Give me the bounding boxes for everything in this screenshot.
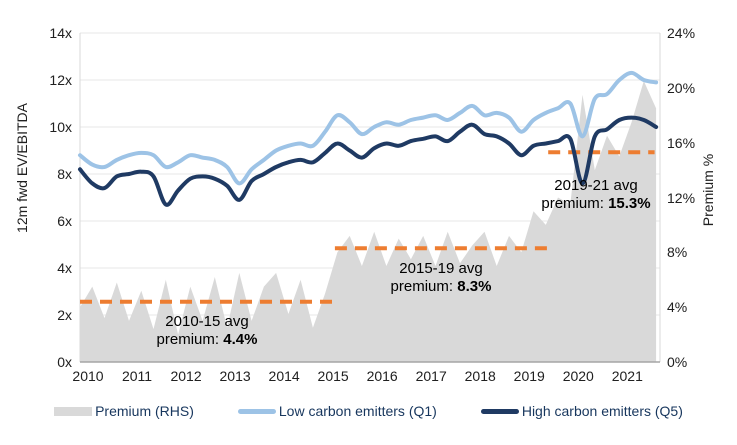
y-right-tick-label: 0% [667, 354, 688, 370]
y-left-tick-label: 4x [57, 260, 72, 276]
annotation-value-line: premium: 4.4% [156, 331, 258, 348]
chart-legend: Premium (RHS) Low carbon emitters (Q1) H… [0, 403, 737, 419]
legend-label: Premium (RHS) [95, 403, 194, 419]
legend-item-high-carbon: High carbon emitters (Q5) [480, 403, 683, 419]
x-axis-tick-label: 2010 [72, 368, 104, 384]
y-right-axis-title: Premium % [700, 153, 716, 227]
y-right-tick-label: 8% [667, 244, 688, 261]
low-carbon-line [78, 70, 659, 186]
annotation-value-line: premium: 8.3% [390, 278, 492, 295]
x-axis-tick-label: 2015 [317, 368, 349, 384]
annotation-2010-15-avg: 2010-15 avg premium: 4.4% [118, 313, 296, 349]
x-axis-tick-label: 2019 [513, 368, 545, 384]
legend-item-low-carbon: Low carbon emitters (Q1) [237, 403, 437, 419]
x-axis-tick-label: 2014 [268, 368, 300, 384]
annotation-range: 2015-19 avg [399, 260, 483, 277]
y-left-tick-label: 8x [57, 166, 72, 182]
legend-label: Low carbon emitters (Q1) [278, 403, 437, 419]
y-left-tick-label: 0x [57, 354, 72, 370]
x-axis-tick-label: 2016 [366, 368, 398, 384]
legend-label: High carbon emitters (Q5) [521, 403, 683, 419]
x-axis-tick-label: 2020 [562, 368, 594, 384]
high-carbon-line [78, 115, 659, 207]
y-left-tick-label: 2x [57, 307, 72, 323]
premium-area-swatch [54, 406, 93, 416]
x-axis-tick-label: 2013 [219, 368, 251, 384]
annotation-value-line: premium: 15.3% [541, 195, 651, 212]
x-axis-tick-label: 2018 [464, 368, 496, 384]
y-left-tick-label: 10x [49, 119, 72, 135]
annotation-range: 2010-15 avg [165, 313, 249, 330]
x-axis-tick-label: 2011 [121, 368, 153, 384]
y-left-tick-label: 14x [49, 25, 72, 41]
annotation-range: 2019-21 avg [554, 177, 638, 194]
y-right-tick-label: 12% [667, 189, 696, 206]
x-axis-tick-label: 2021 [611, 368, 643, 384]
y-right-tick-label: 24% [667, 25, 696, 41]
y-right-tick-label: 20% [667, 79, 696, 96]
annotation-2015-19-avg: 2015-19 avg premium: 8.3% [352, 260, 530, 296]
y-left-tick-label: 12x [49, 72, 72, 88]
low-carbon-line-swatch [237, 408, 276, 414]
y-right-tick-label: 4% [667, 299, 688, 316]
legend-item-premium: Premium (RHS) [54, 403, 194, 419]
y-right-tick-label: 16% [667, 134, 696, 151]
premium-area [80, 81, 657, 362]
y-left-tick-label: 6x [57, 213, 72, 229]
annotation-2019-21-avg: 2019-21 avg premium: 15.3% [503, 177, 689, 213]
x-axis-tick-label: 2012 [170, 368, 202, 384]
x-axis-tick-label: 2017 [415, 368, 447, 384]
high-carbon-line-swatch [480, 408, 519, 414]
